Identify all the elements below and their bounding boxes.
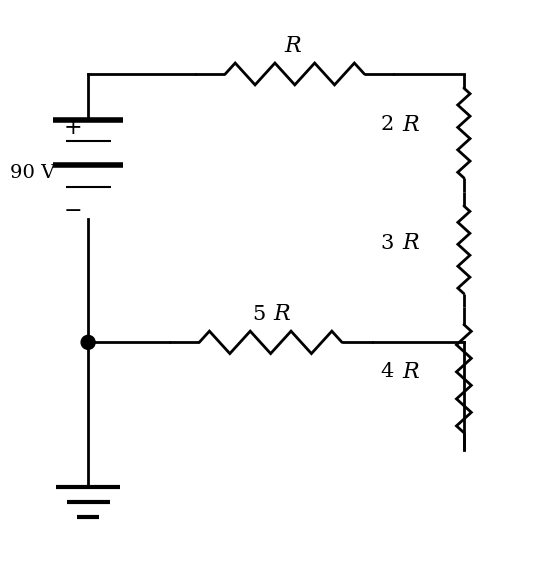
Text: R: R	[402, 114, 419, 136]
Text: −: −	[64, 200, 83, 222]
Text: +: +	[64, 117, 83, 138]
Text: R: R	[402, 232, 419, 254]
Text: 2: 2	[381, 116, 394, 134]
Text: 90 V: 90 V	[10, 164, 56, 182]
Text: R: R	[402, 361, 419, 383]
Text: R: R	[273, 304, 290, 325]
Text: 4: 4	[381, 363, 394, 382]
Circle shape	[81, 335, 95, 349]
Text: R: R	[284, 35, 301, 57]
Text: 3: 3	[381, 233, 394, 253]
Text: 5: 5	[252, 305, 265, 324]
